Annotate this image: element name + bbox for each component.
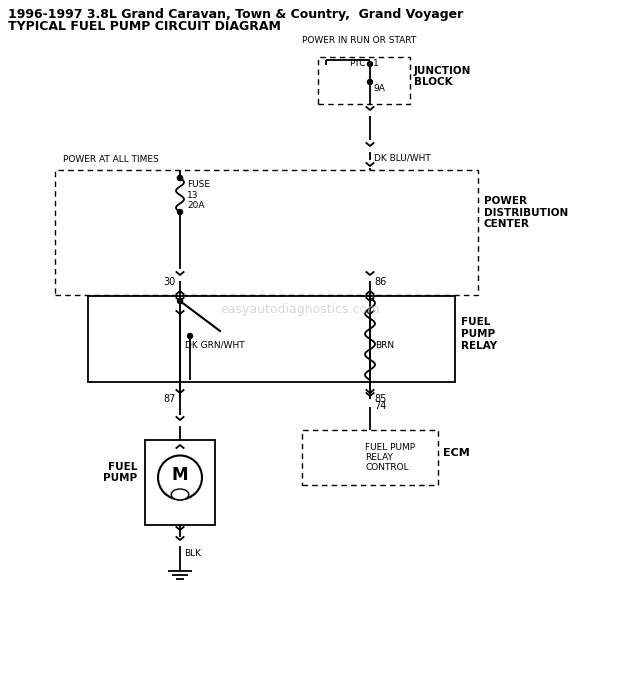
Circle shape (177, 176, 182, 181)
Text: DK GRN/WHT: DK GRN/WHT (185, 340, 245, 349)
Circle shape (158, 456, 202, 500)
Text: 85: 85 (374, 394, 386, 404)
Text: 9A: 9A (373, 84, 385, 93)
Circle shape (177, 176, 182, 181)
Text: JUNCTION
BLOCK: JUNCTION BLOCK (414, 66, 472, 88)
Text: 87: 87 (164, 394, 176, 404)
Text: TYPICAL FUEL PUMP CIRCUIT DIAGRAM: TYPICAL FUEL PUMP CIRCUIT DIAGRAM (8, 20, 281, 33)
Text: 30: 30 (164, 277, 176, 287)
Circle shape (177, 298, 182, 304)
Bar (318, 57, 410, 104)
Bar (302, 430, 438, 485)
Text: POWER IN RUN OR START: POWER IN RUN OR START (302, 36, 416, 45)
Text: 1996-1997 3.8L Grand Caravan, Town & Country,  Grand Voyager: 1996-1997 3.8L Grand Caravan, Town & Cou… (8, 8, 464, 21)
Text: M: M (172, 466, 188, 484)
Text: FUSE
13
20A: FUSE 13 20A (187, 180, 210, 210)
Circle shape (187, 333, 192, 339)
Text: 86: 86 (374, 277, 386, 287)
Text: FUEL PUMP
RELAY
CONTROL: FUEL PUMP RELAY CONTROL (365, 442, 415, 472)
Text: 74: 74 (374, 401, 386, 411)
Bar (88, 296, 455, 382)
Text: BLK: BLK (184, 549, 201, 557)
Bar (145, 440, 215, 525)
Text: PTC: PTC (350, 60, 366, 69)
Text: POWER
DISTRIBUTION
CENTER: POWER DISTRIBUTION CENTER (484, 196, 568, 229)
Text: FUEL
PUMP
RELAY: FUEL PUMP RELAY (461, 317, 497, 351)
Text: easyautodiagnostics.com: easyautodiagnostics.com (220, 304, 379, 316)
Text: ECM: ECM (443, 447, 470, 458)
Ellipse shape (171, 489, 189, 500)
Text: FUEL
PUMP: FUEL PUMP (103, 462, 137, 483)
Circle shape (368, 62, 373, 66)
Text: BRN: BRN (375, 340, 394, 349)
Text: DK BLU/WHT: DK BLU/WHT (374, 153, 431, 162)
Circle shape (177, 209, 182, 214)
Text: 1: 1 (373, 60, 379, 69)
Circle shape (368, 80, 373, 85)
Text: POWER AT ALL TIMES: POWER AT ALL TIMES (63, 155, 159, 164)
Bar (55, 170, 478, 295)
